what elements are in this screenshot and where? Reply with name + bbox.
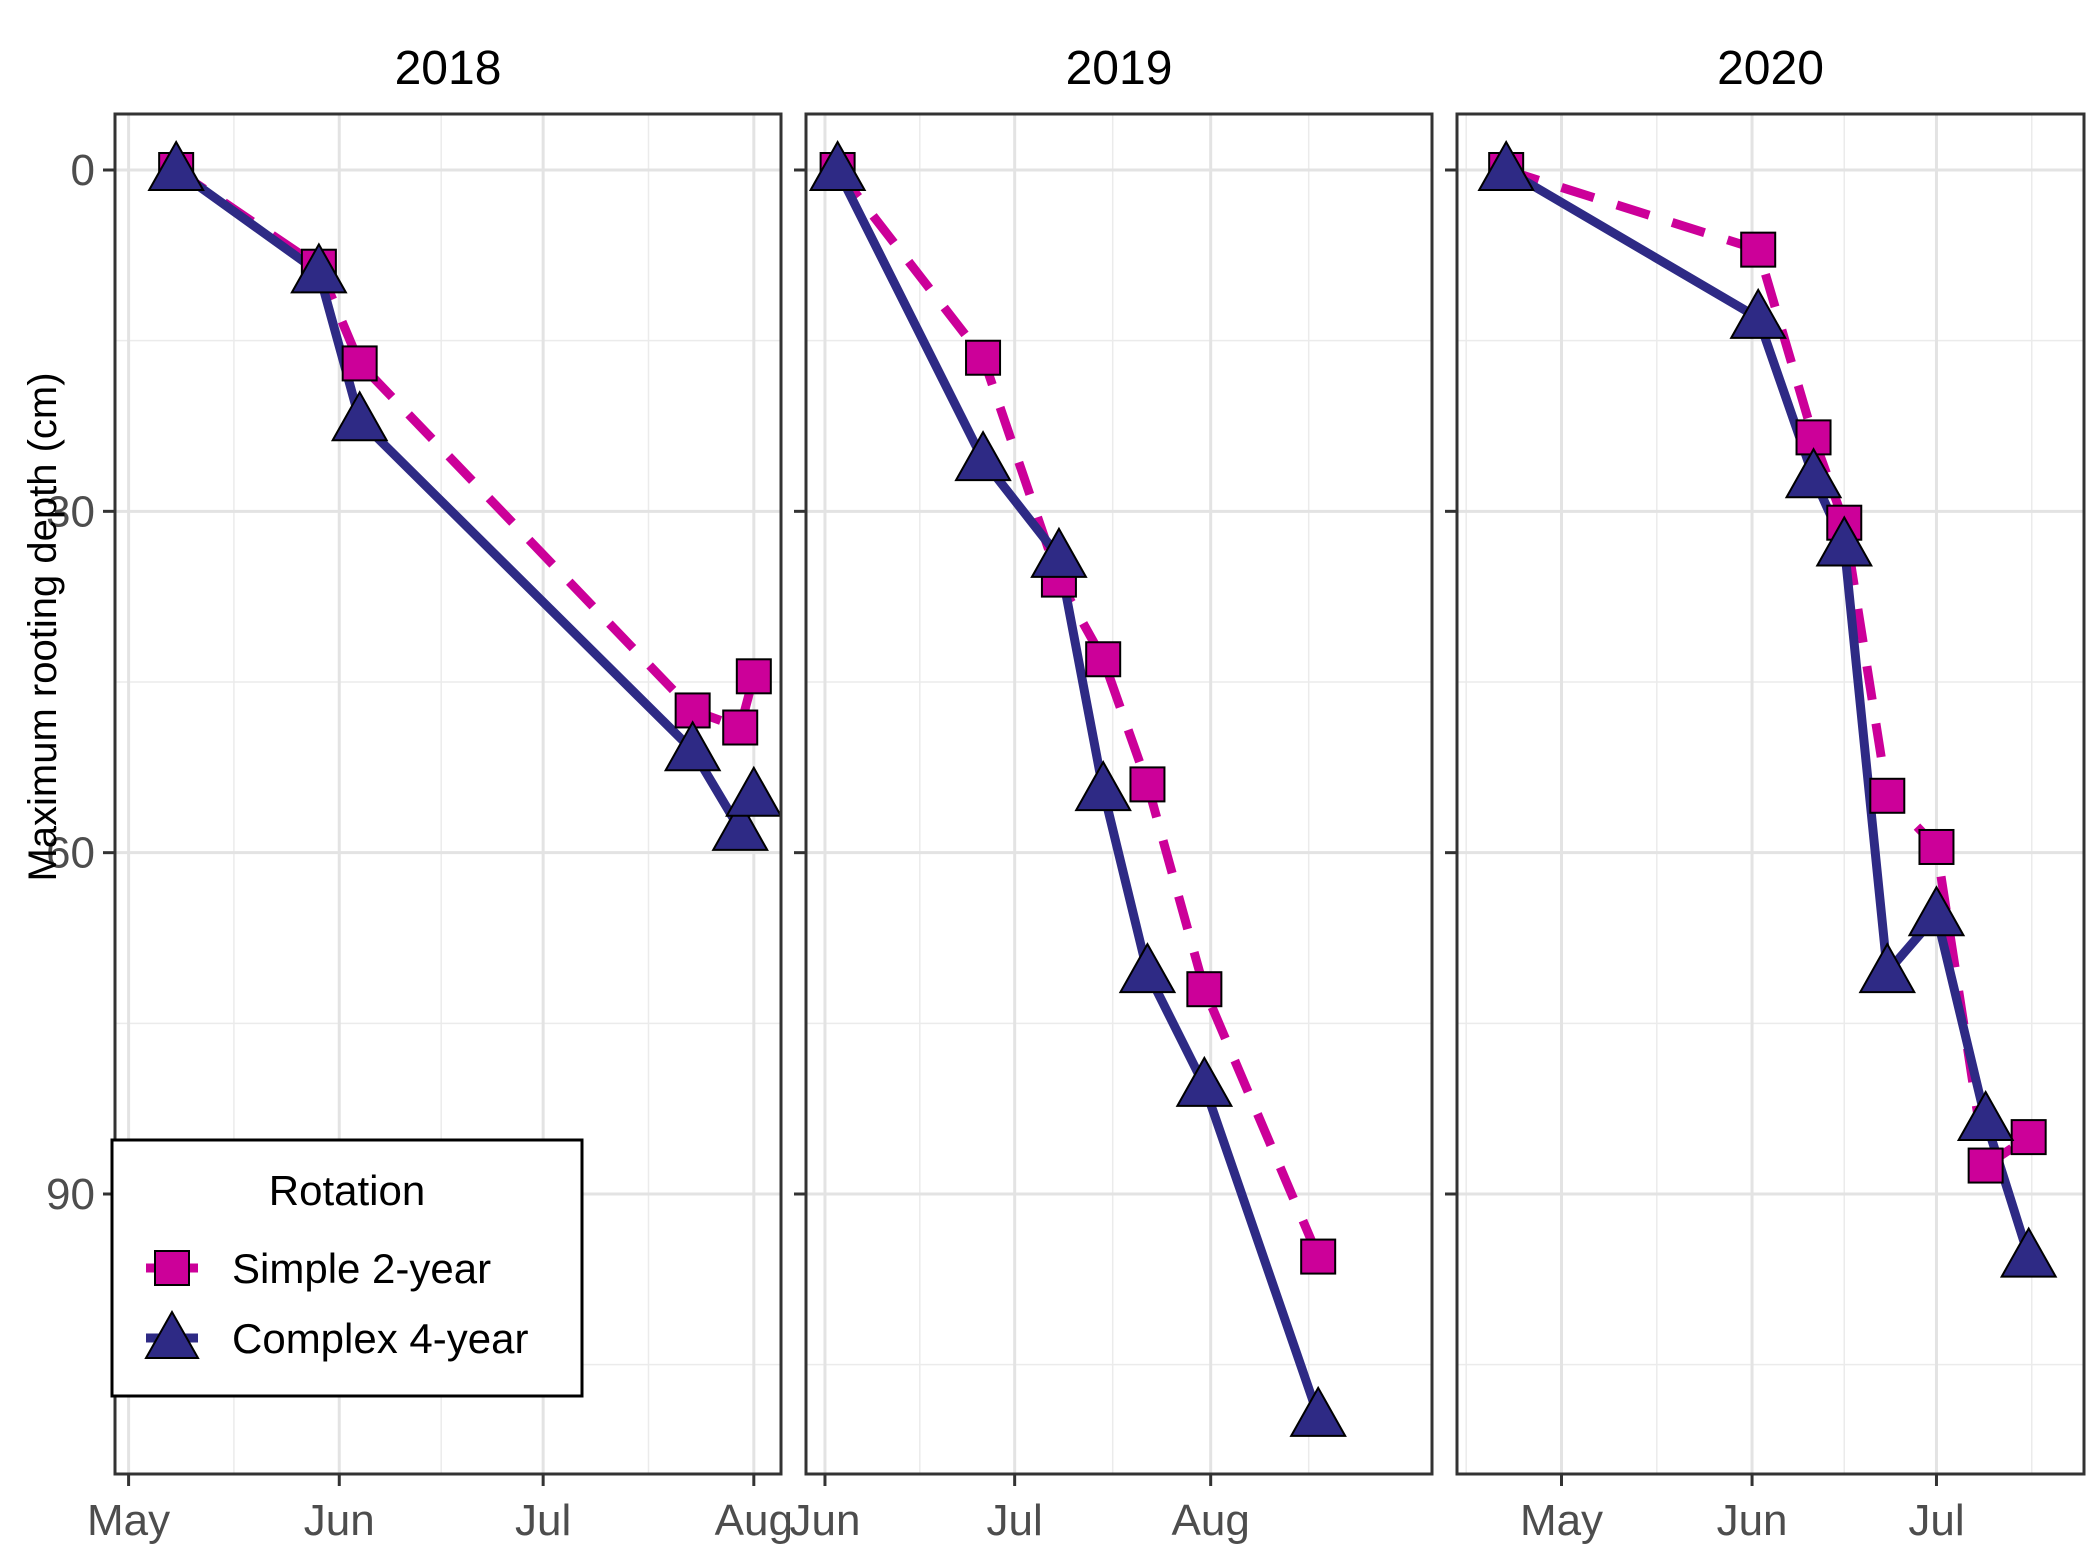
x-tick-label: Jun (789, 1496, 860, 1545)
legend: Rotation Simple 2-year Complex 4-year (110, 1138, 584, 1398)
point-complex (808, 139, 867, 191)
point-complex (663, 720, 722, 772)
y-tick-label: 0 (71, 146, 95, 195)
point-simple (1869, 777, 1906, 814)
point-complex (1030, 526, 1088, 578)
legend-key-square (154, 1250, 190, 1286)
x-tick-label: Jul (515, 1496, 571, 1545)
point-simple (965, 339, 1002, 376)
point-simple (1740, 231, 1777, 268)
y-tick-label: 60 (46, 829, 95, 878)
x-tick-label: May (87, 1496, 170, 1545)
point-complex (1477, 139, 1535, 191)
panel-2019: 2019 Jun Jul Aug (789, 42, 1434, 1545)
panel-border (113, 112, 783, 1476)
panel-title: 2019 (1066, 42, 1173, 95)
x-tick-label: Jul (1908, 1496, 1964, 1545)
x-tick-label: Aug (715, 1496, 793, 1545)
panel-title: 2020 (1717, 42, 1824, 95)
point-complex (1815, 515, 1873, 567)
x-tick-label: Jun (304, 1496, 375, 1545)
point-complex (1118, 942, 1177, 994)
point-complex (330, 390, 389, 442)
point-simple (341, 345, 378, 382)
y-tick-label: 90 (46, 1170, 95, 1219)
point-simple (1967, 1147, 2004, 1184)
point-complex (711, 799, 769, 851)
point-simple (2010, 1119, 2047, 1156)
panel-border (1455, 112, 2086, 1476)
point-simple (1129, 766, 1166, 803)
point-complex (1999, 1226, 2058, 1278)
point-complex (1956, 1090, 2015, 1142)
y-tick-label: 30 (46, 487, 95, 536)
legend-title: Rotation (269, 1167, 425, 1214)
point-simple (1186, 971, 1223, 1008)
x-tick-label: Aug (1172, 1496, 1250, 1545)
point-complex (1289, 1385, 1347, 1437)
x-tick-label: May (1520, 1496, 1603, 1545)
point-complex (1729, 287, 1787, 339)
point-complex (1858, 942, 1917, 994)
x-tick-label: Jul (987, 1496, 1043, 1545)
point-simple (1085, 641, 1122, 678)
y-axis-label: Maximum rooting depth (cm) (21, 372, 65, 881)
point-simple (1918, 828, 1955, 865)
point-complex (290, 242, 348, 294)
panel-title: 2018 (395, 42, 502, 95)
x-tick-label: Jun (1717, 1496, 1788, 1545)
series-line-complex (1503, 166, 2033, 1258)
point-simple (735, 658, 772, 695)
point-complex (725, 765, 783, 817)
point-complex (1175, 1055, 1234, 1107)
point-simple (722, 709, 759, 746)
point-complex (1074, 760, 1132, 812)
legend-label: Complex 4-year (232, 1315, 528, 1362)
legend-key-triangle (144, 1309, 200, 1359)
point-complex (147, 139, 205, 191)
panel-border (804, 112, 1434, 1476)
point-simple (1300, 1238, 1337, 1275)
legend-label: Simple 2-year (232, 1245, 491, 1292)
point-complex (1784, 447, 1843, 499)
point-complex (954, 430, 1012, 482)
point-complex (1907, 885, 1966, 937)
panel-2020: 2020 May Jun Jul (1445, 42, 2086, 1545)
